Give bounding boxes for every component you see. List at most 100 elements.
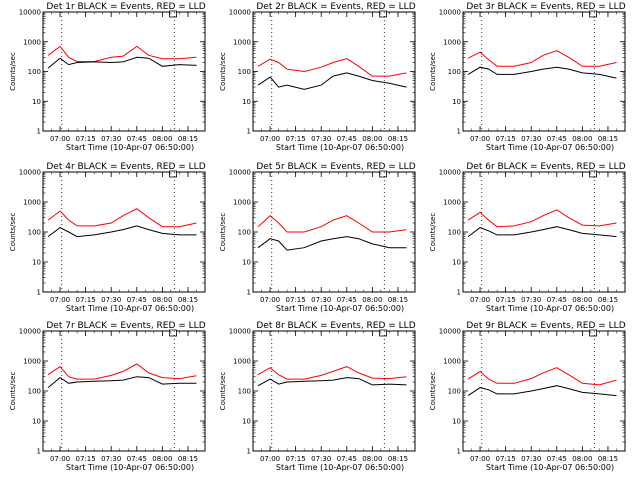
lld-series-line: [47, 45, 197, 63]
plot-frame: [462, 330, 626, 452]
x-tick-label: 07:00: [470, 296, 490, 304]
x-tick-label: 07:30: [311, 135, 331, 143]
y-tick-label: 1000: [443, 358, 461, 366]
y-tick-label: 1000: [23, 38, 41, 46]
x-tick-label: 07:15: [76, 296, 96, 304]
x-tick-label: 08:00: [362, 455, 382, 463]
y-axis-label: Counts/sec: [9, 213, 17, 252]
y-axis-label: Counts/sec: [429, 372, 437, 411]
y-tick-label: 100: [448, 68, 461, 76]
y-tick-label: 1000: [443, 199, 461, 207]
x-tick-label: 07:00: [50, 455, 70, 463]
y-tick-label: 1: [37, 289, 41, 297]
x-tick-label: 08:00: [152, 296, 172, 304]
y-tick-label: 10: [242, 259, 251, 267]
y-tick-label: 100: [238, 388, 251, 396]
y-tick-label: 1000: [443, 38, 461, 46]
x-tick-label: 07:30: [521, 296, 541, 304]
x-tick-label: 07:45: [547, 135, 567, 143]
x-tick-label: 08:15: [598, 135, 618, 143]
x-tick-label: 08:00: [362, 135, 382, 143]
y-axis-label: Counts/sec: [429, 52, 437, 91]
y-tick-label: 1: [247, 448, 251, 456]
x-tick-label: 07:45: [337, 296, 357, 304]
panel-1: Det 1r BLACK = Events, RED = LLD 1 10 100 10…: [9, 2, 206, 152]
x-tick-label: 07:30: [101, 135, 121, 143]
y-tick-label: 1: [247, 128, 251, 136]
y-axis-label: Counts/sec: [219, 213, 227, 252]
y-tick-label: 10: [242, 98, 251, 106]
panel-7: Det 7r BLACK = Events, RED = LLD 1 10 100 10…: [9, 321, 206, 472]
x-tick-label: 07:00: [260, 135, 280, 143]
lld-series-line: [467, 50, 617, 67]
x-axis-label: Start Time (10-Apr-07 06:50:00): [276, 304, 404, 313]
x-tick-label: 07:00: [260, 296, 280, 304]
x-tick-label: 07:45: [547, 296, 567, 304]
x-tick-label: 08:00: [152, 135, 172, 143]
y-axis-label: Counts/sec: [429, 213, 437, 252]
y-tick-label: 100: [28, 229, 41, 237]
x-tick-label: 07:15: [496, 455, 516, 463]
panel-9: Det 9r BLACK = Events, RED = LLD 1 10 100 10…: [429, 321, 626, 472]
plot-frame: [42, 171, 206, 293]
y-tick-label: 10: [242, 418, 251, 426]
y-axis-label: Counts/sec: [219, 372, 227, 411]
y-tick-label: 100: [28, 388, 41, 396]
x-tick-label: 08:00: [572, 296, 592, 304]
events-series-line: [257, 72, 407, 90]
y-tick-label: 100: [448, 229, 461, 237]
panel-title: Det 1r BLACK = Events, RED = LLD: [46, 2, 205, 12]
y-tick-label: 10000: [19, 328, 41, 336]
plot-frame: [42, 11, 206, 132]
x-tick-label: 08:15: [178, 135, 198, 143]
top-marker: [589, 329, 597, 337]
x-tick-label: 07:45: [127, 296, 147, 304]
top-marker: [379, 170, 388, 178]
x-tick-label: 07:00: [470, 135, 490, 143]
plot-frame: [252, 11, 416, 132]
events-series-line: [47, 56, 197, 69]
y-axis-label: Counts/sec: [9, 52, 17, 91]
x-tick-label: 08:15: [178, 455, 198, 463]
y-tick-label: 10: [452, 98, 461, 106]
plot-frame: [462, 171, 626, 293]
x-tick-label: 07:15: [76, 455, 96, 463]
panel-2: Det 2r BLACK = Events, RED = LLD 1 10 100 10…: [219, 2, 416, 152]
x-tick-label: 07:00: [260, 455, 280, 463]
panel-4: Det 4r BLACK = Events, RED = LLD 1 10 100 10…: [9, 162, 206, 313]
y-tick-label: 10: [32, 418, 41, 426]
panel-title: Det 2r BLACK = Events, RED = LLD: [256, 2, 415, 12]
y-tick-label: 10000: [229, 169, 251, 177]
x-tick-label: 07:15: [286, 455, 306, 463]
x-tick-label: 07:30: [311, 296, 331, 304]
x-tick-label: 07:00: [50, 296, 70, 304]
x-tick-label: 08:15: [388, 455, 408, 463]
y-axis-label: Counts/sec: [219, 52, 227, 91]
top-marker: [169, 329, 178, 337]
y-tick-label: 10000: [229, 328, 251, 336]
x-tick-label: 08:00: [362, 296, 382, 304]
panel-3: Det 3r BLACK = Events, RED = LLD 1 10 100 10…: [429, 2, 626, 152]
y-tick-label: 1: [37, 128, 41, 136]
x-tick-label: 08:15: [388, 135, 408, 143]
lld-series-line: [257, 366, 407, 380]
top-marker: [589, 170, 597, 178]
top-marker: [169, 10, 178, 18]
x-tick-label: 07:45: [127, 455, 147, 463]
y-tick-label: 1: [457, 448, 461, 456]
x-tick-label: 07:45: [127, 135, 147, 143]
events-series-line: [257, 377, 407, 387]
panel-6: Det 6r BLACK = Events, RED = LLD 1 10 100 10…: [429, 162, 626, 313]
x-tick-label: 07:15: [76, 135, 96, 143]
x-axis-label: Start Time (10-Apr-07 06:50:00): [276, 143, 404, 152]
events-series-line: [467, 66, 617, 79]
panel-title: Det 3r BLACK = Events, RED = LLD: [466, 2, 625, 12]
x-tick-label: 07:45: [337, 135, 357, 143]
x-tick-label: 07:00: [470, 455, 490, 463]
x-tick-label: 07:00: [50, 135, 70, 143]
y-tick-label: 10000: [19, 9, 41, 17]
plot-frame: [462, 11, 626, 132]
events-series-line: [257, 236, 407, 251]
lld-series-line: [47, 208, 197, 228]
